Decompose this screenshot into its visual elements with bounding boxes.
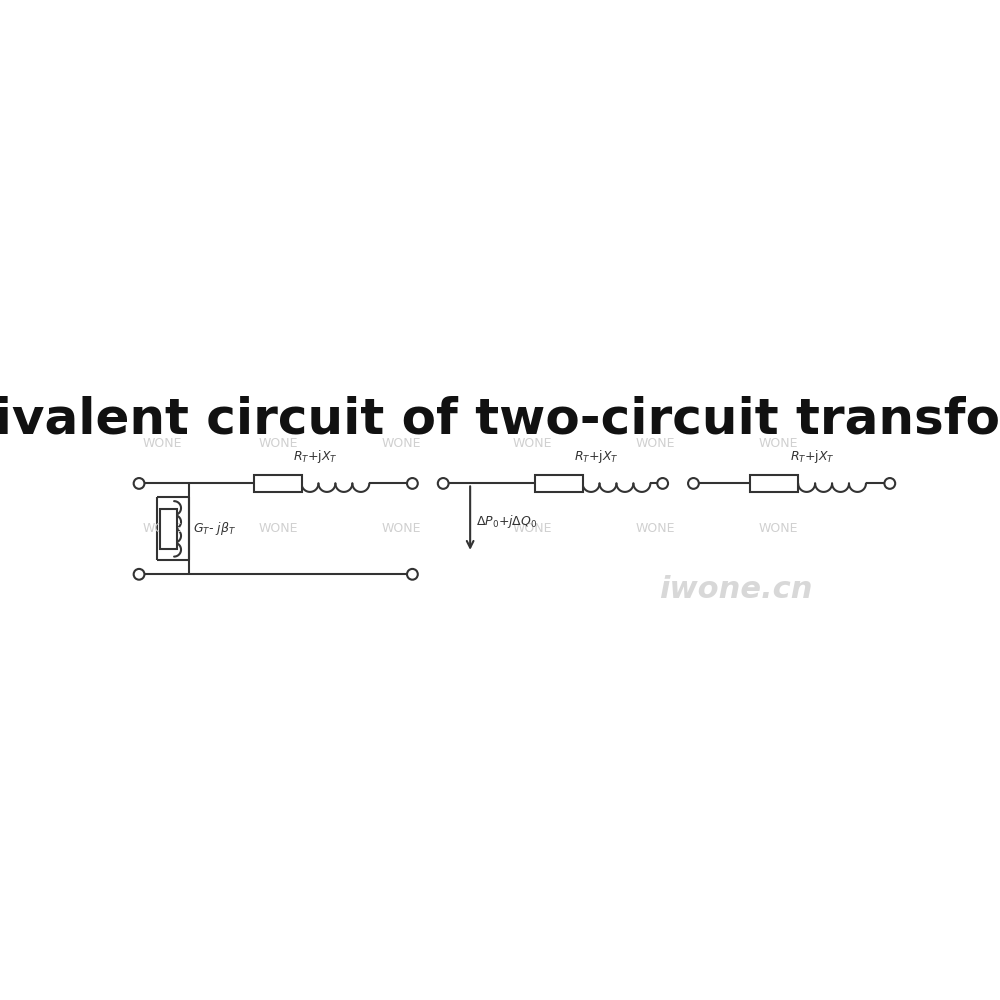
Bar bbox=[160, 509, 177, 549]
Text: WONE: WONE bbox=[759, 522, 798, 535]
Text: WONE: WONE bbox=[759, 437, 798, 450]
Text: WONE: WONE bbox=[143, 522, 182, 535]
Text: WONE: WONE bbox=[258, 522, 298, 535]
Text: WONE: WONE bbox=[382, 437, 421, 450]
Text: Equivalent circuit of two-circuit transformer: Equivalent circuit of two-circuit transf… bbox=[0, 396, 1000, 444]
Text: WONE: WONE bbox=[143, 437, 182, 450]
Text: $R_T$+j$\mathit{X}_T$: $R_T$+j$\mathit{X}_T$ bbox=[293, 448, 338, 465]
Text: $R_T$+j$\mathit{X}_T$: $R_T$+j$\mathit{X}_T$ bbox=[790, 448, 835, 465]
Text: WONE: WONE bbox=[512, 437, 552, 450]
Text: iwone.cn: iwone.cn bbox=[659, 575, 813, 604]
Text: $\Delta P_0$+j$\Delta Q_0$: $\Delta P_0$+j$\Delta Q_0$ bbox=[476, 513, 538, 530]
Bar bbox=[535, 475, 583, 492]
Text: WONE: WONE bbox=[512, 522, 552, 535]
Circle shape bbox=[438, 478, 449, 489]
Circle shape bbox=[134, 478, 144, 489]
Text: $R_T$+j$\mathit{X}_T$: $R_T$+j$\mathit{X}_T$ bbox=[574, 448, 619, 465]
Bar bbox=[254, 475, 302, 492]
Circle shape bbox=[134, 569, 144, 580]
Text: $G_T$- j$\beta_T$: $G_T$- j$\beta_T$ bbox=[193, 520, 236, 537]
Bar bbox=[750, 475, 798, 492]
Circle shape bbox=[407, 569, 418, 580]
Text: WONE: WONE bbox=[636, 437, 675, 450]
Circle shape bbox=[407, 478, 418, 489]
Circle shape bbox=[657, 478, 668, 489]
Text: WONE: WONE bbox=[382, 522, 421, 535]
Circle shape bbox=[688, 478, 699, 489]
Text: WONE: WONE bbox=[258, 437, 298, 450]
Text: WONE: WONE bbox=[636, 522, 675, 535]
Circle shape bbox=[884, 478, 895, 489]
